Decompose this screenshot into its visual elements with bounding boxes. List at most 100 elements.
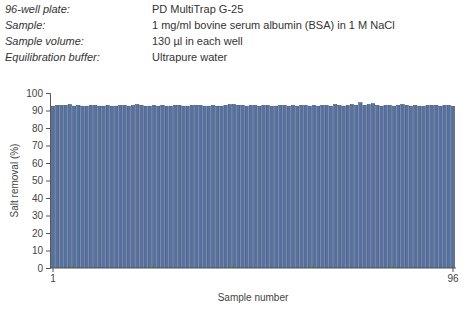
y-tick: 30 — [32, 210, 50, 221]
x-tick: 1 — [50, 268, 56, 284]
annotation-label: Sample: — [5, 19, 45, 31]
y-tick-mark — [46, 111, 50, 112]
bar — [93, 105, 96, 268]
y-tick: 0 — [37, 263, 50, 274]
bar — [451, 106, 454, 268]
bar — [194, 105, 197, 268]
bar — [207, 106, 210, 268]
y-tick: 50 — [32, 175, 50, 186]
bar — [405, 105, 408, 268]
bar — [123, 105, 126, 268]
annotation-label: Equilibration buffer: — [5, 51, 100, 63]
bar — [409, 106, 412, 268]
bar — [397, 105, 400, 268]
y-tick-label: 10 — [32, 245, 44, 256]
header: 96-well plate:PD MultiTrap G-25Sample:1 … — [5, 3, 395, 63]
bar — [375, 105, 378, 268]
bar — [312, 105, 315, 268]
y-tick-mark — [46, 146, 50, 147]
bar — [152, 105, 155, 268]
bar — [157, 106, 160, 268]
y-tick-label: 50 — [32, 175, 44, 186]
y-tick-mark — [46, 163, 50, 164]
bar — [300, 105, 303, 268]
bar — [55, 105, 58, 268]
x-axis-line — [50, 268, 456, 269]
chart: 96-well plate:PD MultiTrap G-25Sample:1 … — [0, 0, 467, 326]
bar — [371, 104, 374, 269]
bar — [388, 105, 391, 268]
bar — [350, 104, 353, 268]
bar — [430, 105, 433, 268]
y-tick-mark — [46, 93, 50, 94]
bar — [51, 106, 54, 268]
bar — [144, 106, 147, 268]
y-tick-label: 30 — [32, 210, 44, 221]
bar — [173, 105, 176, 268]
bar — [72, 106, 75, 268]
bar — [354, 105, 357, 268]
bar — [279, 105, 282, 268]
annotation-label: 96-well plate: — [5, 3, 70, 15]
y-axis: 0102030405060708090100 — [26, 88, 50, 274]
y-tick-mark — [46, 268, 50, 269]
y-tick-mark — [46, 198, 50, 199]
bar — [161, 105, 164, 268]
bar — [98, 106, 101, 268]
bar — [241, 105, 244, 268]
bar — [190, 105, 193, 268]
bar — [321, 105, 324, 268]
y-tick: 10 — [32, 245, 50, 256]
bar — [270, 106, 273, 268]
y-tick-label: 100 — [26, 88, 43, 99]
bar — [333, 104, 336, 268]
bar — [304, 105, 307, 268]
bar — [338, 105, 341, 268]
bar — [363, 105, 366, 268]
bar — [392, 106, 395, 268]
bar — [215, 106, 218, 268]
bar — [85, 106, 88, 268]
bar — [346, 105, 349, 268]
y-tick-label: 60 — [32, 158, 44, 169]
bar — [178, 105, 181, 268]
bar — [169, 106, 172, 268]
y-tick-label: 40 — [32, 193, 44, 204]
x-tick: 96 — [447, 268, 459, 284]
bar — [203, 106, 206, 268]
bar — [110, 106, 113, 268]
bar — [283, 105, 286, 268]
bar — [77, 105, 80, 268]
y-axis-title: Salt removal (%) — [9, 144, 20, 218]
y-tick-mark — [46, 251, 50, 252]
x-axis: 1 96 — [50, 268, 459, 284]
annotation-label: Sample volume: — [5, 35, 84, 47]
bar — [439, 106, 442, 268]
x-tick-mark — [453, 268, 454, 272]
bar — [262, 105, 265, 268]
bar — [359, 103, 362, 268]
bar — [237, 105, 240, 268]
bar — [165, 106, 168, 268]
bar — [199, 105, 202, 268]
y-tick-mark — [46, 181, 50, 182]
y-tick: 60 — [32, 158, 50, 169]
y-tick-mark — [46, 216, 50, 217]
bar — [182, 106, 185, 268]
y-axis-line — [46, 94, 51, 269]
bar — [140, 105, 143, 268]
bar — [413, 105, 416, 268]
bar — [224, 105, 227, 268]
bar — [102, 106, 105, 268]
y-tick-mark — [46, 233, 50, 234]
bar — [232, 104, 235, 268]
y-tick-mark — [46, 128, 50, 129]
bar — [287, 106, 290, 268]
y-tick-label: 80 — [32, 123, 44, 134]
x-tick-mark — [52, 268, 53, 272]
bar — [447, 105, 450, 268]
bar — [89, 105, 92, 268]
bar — [245, 106, 248, 268]
bar — [127, 106, 130, 268]
bar — [114, 106, 117, 268]
